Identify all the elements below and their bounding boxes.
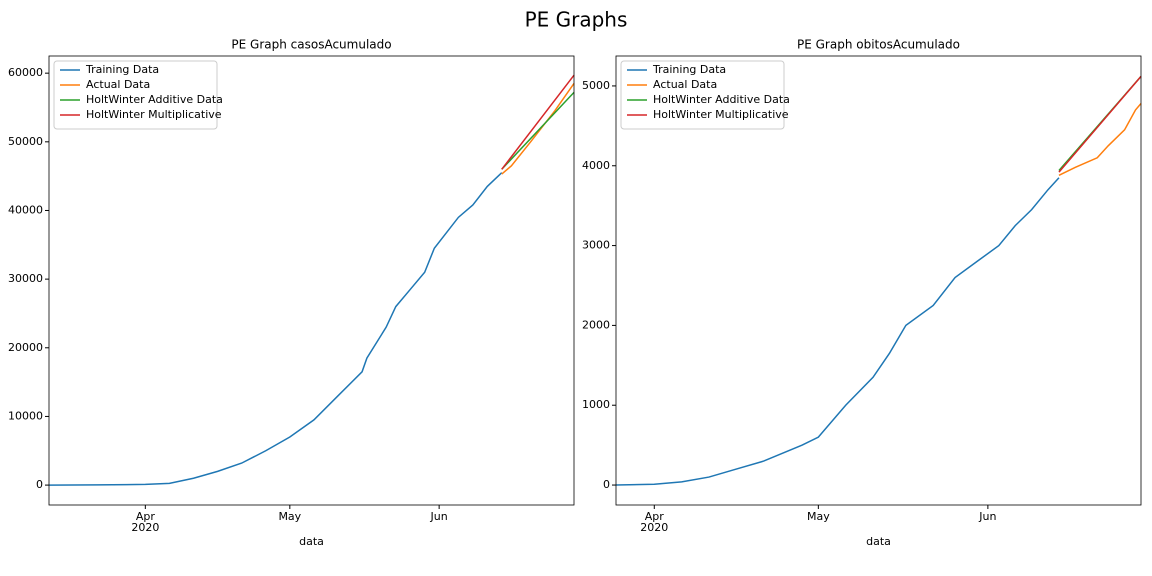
legend-label: Training Data <box>85 63 159 76</box>
y-tick-label: 5000 <box>582 79 610 92</box>
legend-label: HoltWinter Additive Data <box>86 93 223 106</box>
x-tick-label: May <box>278 510 301 523</box>
axes-frame <box>615 55 1142 506</box>
legend-label: Training Data <box>652 63 726 76</box>
y-tick-label: 50000 <box>8 135 43 148</box>
axes-frame <box>48 55 575 506</box>
y-tick-label: 30000 <box>8 272 43 285</box>
x-axis-label: data <box>866 535 891 548</box>
legend-label: HoltWinter Multiplicative <box>86 108 222 121</box>
series-line <box>501 91 575 170</box>
series-line <box>48 172 503 486</box>
y-tick-label: 20000 <box>8 341 43 354</box>
legend-box <box>620 60 785 130</box>
legend-label: Actual Data <box>653 78 717 91</box>
y-tick-label: 3000 <box>582 239 610 252</box>
figure-title: PE Graphs <box>525 8 628 32</box>
x-year-label: 2020 <box>640 521 668 534</box>
legend-label: HoltWinter Additive Data <box>653 93 790 106</box>
series-line <box>615 177 1060 486</box>
y-tick-label: 1000 <box>582 398 610 411</box>
axes-title: PE Graph casosAcumulado <box>231 38 391 52</box>
y-tick-label: 10000 <box>8 409 43 422</box>
legend-box <box>53 60 218 130</box>
x-year-label: 2020 <box>131 521 159 534</box>
series-line <box>1058 103 1142 177</box>
legend-label: HoltWinter Multiplicative <box>653 108 789 121</box>
series-line <box>1058 75 1142 173</box>
series-line <box>501 74 575 170</box>
x-tick-label: Jun <box>978 510 996 523</box>
axes-title: PE Graph obitosAcumulado <box>797 38 960 52</box>
x-tick-label: Apr <box>136 510 156 523</box>
y-tick-label: 40000 <box>8 203 43 216</box>
y-tick-label: 0 <box>603 478 610 491</box>
x-axis-label: data <box>299 535 324 548</box>
y-tick-label: 4000 <box>582 159 610 172</box>
x-tick-label: May <box>807 510 830 523</box>
y-tick-label: 60000 <box>8 66 43 79</box>
series-line <box>501 83 575 175</box>
x-tick-label: Apr <box>645 510 665 523</box>
x-tick-label: Jun <box>430 510 448 523</box>
y-tick-label: 0 <box>36 478 43 491</box>
legend-label: Actual Data <box>86 78 150 91</box>
y-tick-label: 2000 <box>582 318 610 331</box>
